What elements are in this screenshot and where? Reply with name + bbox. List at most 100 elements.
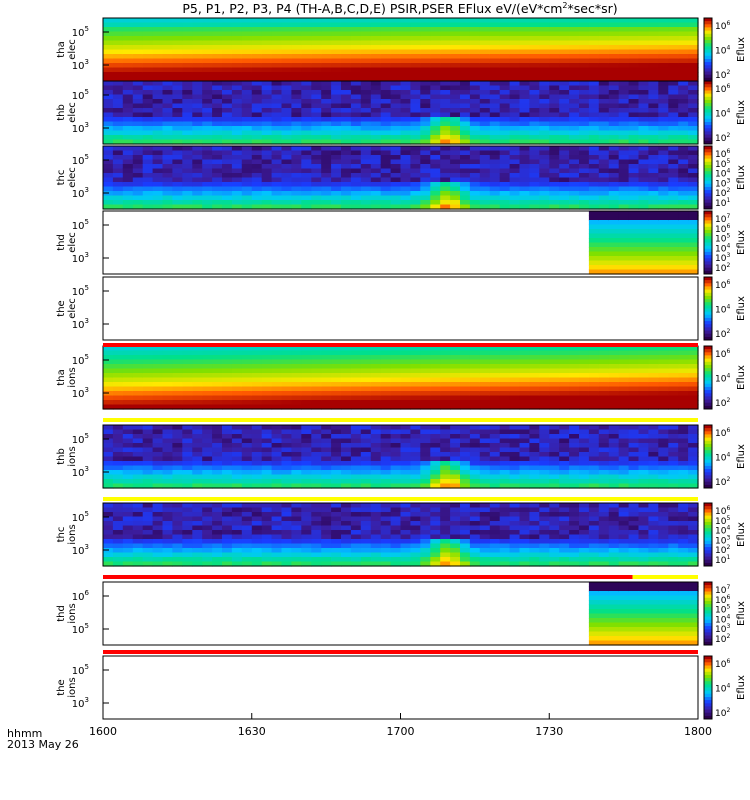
spectrogram-cell — [152, 382, 164, 388]
spectrogram-cell — [618, 164, 630, 170]
spectrogram-cell — [658, 247, 669, 253]
spectrogram-cell — [341, 404, 352, 410]
spectrogram-cell — [360, 121, 372, 127]
spectrogram-cell — [380, 22, 392, 28]
spectrogram-cell — [281, 346, 292, 352]
spectrogram-cell — [202, 159, 213, 165]
spectrogram-cell — [311, 470, 322, 476]
spectrogram-cell — [688, 350, 699, 356]
spectrogram-cell — [360, 90, 372, 96]
spectrogram-cell — [301, 447, 312, 453]
spectrogram-cell — [122, 561, 134, 567]
spectrogram-cell — [628, 391, 640, 397]
spectrogram-cell — [529, 447, 540, 453]
spectrogram-cell — [638, 359, 649, 365]
spectrogram-cell — [142, 425, 154, 431]
spectrogram-cell — [460, 452, 471, 458]
spectrogram-cell — [231, 99, 243, 105]
spectrogram-cell — [112, 534, 124, 540]
spectrogram-cell — [549, 103, 560, 109]
spectrogram-cell — [420, 130, 431, 136]
spectrogram-cell — [311, 150, 322, 156]
spectrogram-cell — [440, 76, 451, 82]
colorbar-band — [704, 469, 712, 473]
spectrogram-cell — [440, 135, 451, 141]
spectrogram-cell — [222, 539, 233, 545]
spectrogram-cell — [291, 108, 302, 114]
spectrogram-cell — [450, 368, 461, 374]
spectrogram-cell — [668, 139, 679, 145]
spectrogram-cell — [499, 40, 511, 46]
spectrogram-cell — [400, 447, 411, 453]
spectrogram-cell — [420, 350, 431, 356]
spectrogram-cell — [420, 135, 431, 141]
spectrogram-cell — [539, 474, 550, 480]
spectrogram-cell — [331, 503, 342, 509]
spectrogram-cell — [598, 173, 610, 179]
spectrogram-cell — [271, 438, 283, 444]
spectrogram-cell — [231, 67, 243, 73]
spectrogram-cell — [648, 31, 659, 37]
spectrogram-cell — [598, 146, 610, 152]
spectrogram-cell — [301, 103, 312, 109]
spectrogram-cell — [172, 434, 183, 440]
spectrogram-cell — [350, 195, 362, 201]
spectrogram-cell — [162, 76, 173, 82]
spectrogram-cell — [460, 359, 471, 365]
spectrogram-cell — [678, 81, 689, 87]
colorbar-band — [704, 299, 712, 303]
spectrogram-cell — [450, 130, 461, 136]
spectrogram-cell — [360, 382, 372, 388]
spectrogram-cell — [678, 72, 689, 78]
spectrogram-cell — [231, 395, 243, 401]
colorbar-band — [704, 193, 712, 197]
spectrogram-cell — [638, 49, 649, 55]
spectrogram-cell — [430, 447, 441, 453]
spectrogram-cell — [668, 130, 679, 136]
spectrogram-cell — [588, 425, 600, 431]
spectrogram-cell — [331, 539, 342, 545]
colorbar-label: Eflux — [736, 37, 747, 62]
spectrogram-cell — [241, 40, 253, 46]
spectrogram-cell — [678, 67, 689, 73]
spectrogram-cell — [658, 18, 669, 24]
spectrogram-cell — [569, 382, 580, 388]
spectrogram-cell — [132, 434, 144, 440]
colorbar-band — [704, 317, 712, 322]
spectrogram-cell — [271, 99, 283, 105]
spectrogram-cell — [162, 186, 173, 192]
spectrogram-cell — [192, 186, 203, 192]
spectrogram-cell — [251, 54, 263, 60]
spectrogram-cell — [499, 31, 511, 37]
spectrogram-cell — [241, 561, 253, 567]
spectrogram-cell — [588, 186, 600, 192]
spectrogram-cell — [182, 135, 193, 141]
spectrogram-cell — [638, 355, 649, 361]
spectrogram-cell — [608, 85, 620, 91]
spectrogram-cell — [618, 177, 630, 183]
spectrogram-cell — [430, 425, 441, 431]
spectrogram-cell — [241, 76, 253, 82]
spectrogram-cell — [688, 126, 699, 132]
spectrogram-cell — [172, 168, 183, 174]
spectrogram-cell — [152, 63, 164, 69]
spectrogram-cell — [202, 377, 213, 383]
spectrogram-cell — [539, 186, 550, 192]
spectrogram-cell — [390, 40, 402, 46]
spectrogram-cell — [360, 461, 372, 467]
spectrogram-cell — [450, 49, 461, 55]
spectrogram-cell — [618, 103, 630, 109]
spectrogram-cell — [231, 386, 243, 392]
colorbar-band — [704, 90, 712, 95]
spectrogram-cell — [678, 103, 689, 109]
spectrogram-cell — [420, 173, 431, 179]
spectrogram-cell — [648, 269, 659, 275]
spectrogram-cell — [489, 386, 501, 392]
spectrogram-cell — [618, 452, 630, 458]
spectrogram-cell — [638, 350, 649, 356]
spectrogram-cell — [261, 155, 273, 161]
spectrogram-cell — [648, 72, 659, 78]
spectrogram-cell — [291, 164, 302, 170]
spectrogram-cell — [231, 438, 243, 444]
spectrogram-cell — [331, 512, 342, 518]
